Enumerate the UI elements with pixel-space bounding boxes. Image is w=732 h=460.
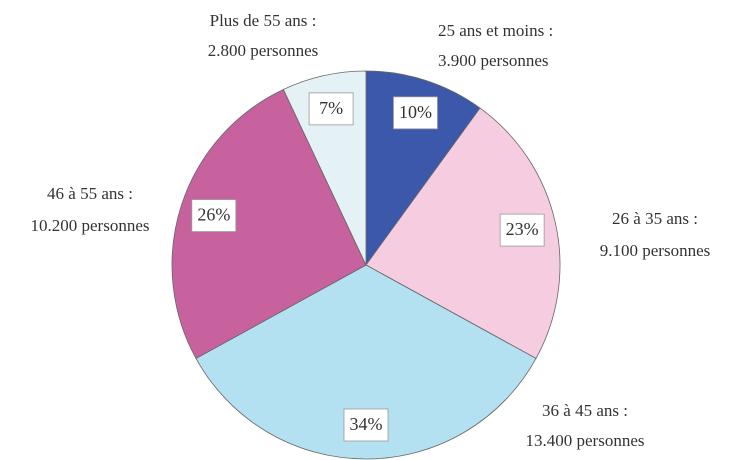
- value-label: 7%: [319, 98, 343, 118]
- pie-slice: [195, 264, 537, 460]
- category-label: 46 à 55 ans :: [47, 184, 133, 203]
- category-sublabel: 2.800 personnes: [208, 41, 318, 60]
- value-label-box: [393, 96, 438, 130]
- value-label: 23%: [506, 219, 539, 239]
- value-label-box: [191, 199, 237, 232]
- category-sublabel: 10.200 personnes: [31, 216, 150, 235]
- value-label: 34%: [350, 414, 383, 434]
- pie-slice: [171, 88, 367, 360]
- category-label: 36 à 45 ans :: [542, 401, 628, 420]
- category-sublabel: 13.400 personnes: [526, 431, 645, 450]
- category-sublabel: 3.900 personnes: [438, 51, 548, 70]
- category-sublabel: 9.100 personnes: [600, 241, 710, 260]
- value-label-box: [343, 408, 389, 442]
- value-label: 10%: [399, 102, 432, 122]
- pie-slice: [365, 107, 561, 360]
- value-label-box: [499, 213, 545, 247]
- category-label: 26 à 35 ans :: [612, 209, 698, 228]
- value-label-box: [308, 92, 354, 126]
- category-label: Plus de 55 ans :: [210, 11, 317, 30]
- category-label: 25 ans et moins :: [438, 21, 553, 40]
- value-label: 26%: [197, 205, 230, 225]
